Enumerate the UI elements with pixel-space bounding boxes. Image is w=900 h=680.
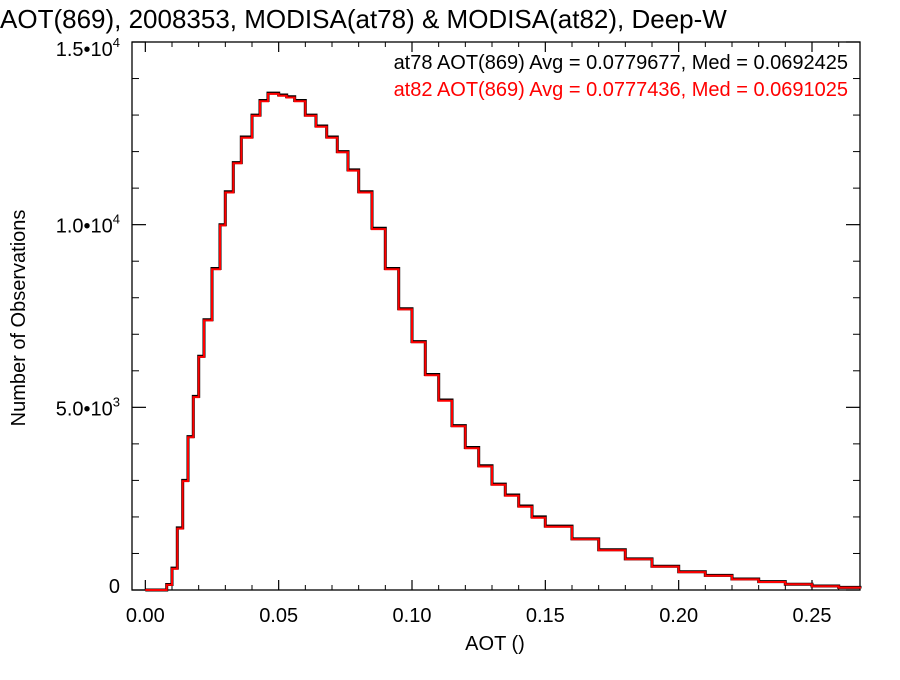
y-tick-mantissa: 1.0•10 — [56, 216, 113, 238]
x-axis-label: AOT () — [465, 633, 525, 655]
y-tick-exponent: 3 — [113, 394, 120, 409]
y-tick-label: 1.0•104 — [56, 212, 120, 238]
x-tick-label: 0.25 — [793, 605, 832, 627]
y-tick-label: 1.5•104 — [56, 35, 120, 61]
y-tick-exponent: 4 — [113, 35, 120, 50]
y-tick-exponent: 4 — [113, 212, 120, 227]
y-tick-label: 5.0•103 — [56, 394, 120, 420]
tick-layer: 0.00 0.05 0.10 0.15 0.20 0.2505.0•1031.0•1041… — [56, 35, 860, 627]
legend-entry-at82: at82 AOT(869) Avg = 0.0777436, Med = 0.0… — [394, 79, 848, 101]
x-tick-label: 0.20 — [659, 605, 698, 627]
legend-entry-at78: at78 AOT(869) Avg = 0.0779677, Med = 0.0… — [394, 52, 848, 74]
legend: at78 AOT(869) Avg = 0.0779677, Med = 0.0… — [394, 52, 848, 101]
x-tick-label: 0.15 — [526, 605, 565, 627]
x-tick-label: 0.10 — [393, 605, 432, 627]
x-tick-label: 0.05 — [259, 605, 298, 627]
y-tick-label: 0 — [109, 576, 120, 598]
y-tick-mantissa: 5.0•10 — [56, 398, 113, 420]
chart-title: AOT(869), 2008353, MODISA(at78) & MODISA… — [0, 4, 727, 34]
y-axis-label: Number of Observations — [8, 210, 30, 427]
y-tick-mantissa: 0 — [109, 576, 120, 598]
series-line-at82 — [145, 92, 861, 591]
y-tick-mantissa: 1.5•10 — [56, 39, 113, 61]
series-layer — [145, 91, 862, 592]
series-line-at78 — [145, 91, 862, 592]
x-tick-label: 0.00 — [126, 605, 165, 627]
plot-frame — [131, 41, 861, 591]
